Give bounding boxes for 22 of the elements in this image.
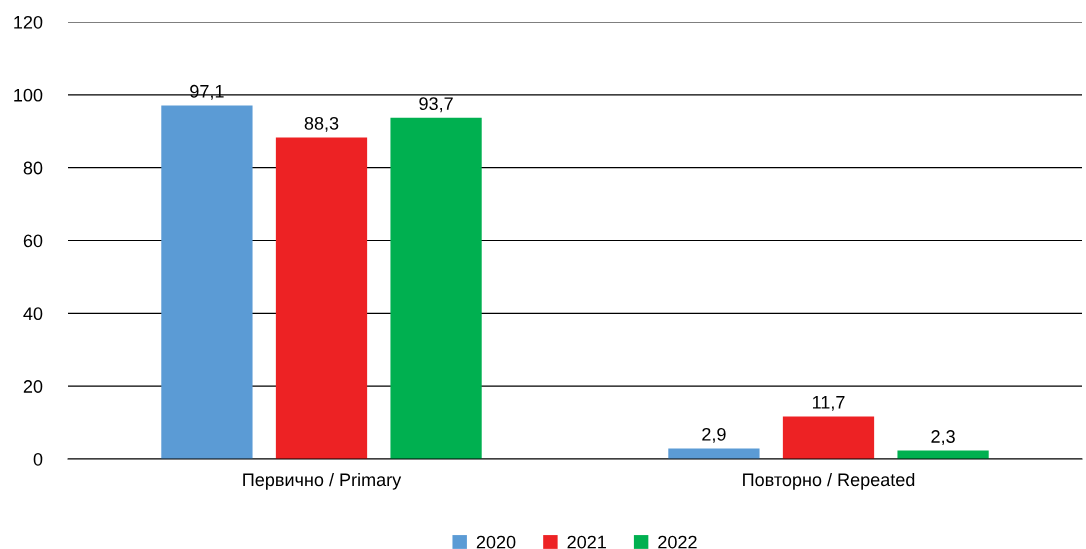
bar <box>161 105 253 459</box>
y-tick-label: 60 <box>23 234 43 248</box>
y-tick-label: 80 <box>23 161 43 175</box>
data-label: 93,7 <box>419 97 453 113</box>
bar <box>275 137 368 459</box>
y-tick-label: 20 <box>23 380 43 393</box>
legend-label: 2021 <box>567 535 606 549</box>
data-label: 88,3 <box>304 116 339 132</box>
y-tick-label: 40 <box>23 307 43 321</box>
x-tick-label: Первично / Primary <box>243 472 402 490</box>
legend-label: 2020 <box>476 535 516 549</box>
data-label: 2,9 <box>702 427 726 443</box>
data-label: 2,3 <box>931 430 955 446</box>
data-label: 11,7 <box>812 396 845 411</box>
x-tick-label: Повторно / Repeated <box>743 472 915 490</box>
y-tick-label: 120 <box>14 15 43 29</box>
bar <box>390 117 482 459</box>
bar <box>668 448 760 459</box>
bar <box>782 416 875 459</box>
y-tick-label: 100 <box>14 88 43 102</box>
legend-label: 2022 <box>658 535 697 549</box>
y-tick-label: 0 <box>33 452 43 466</box>
